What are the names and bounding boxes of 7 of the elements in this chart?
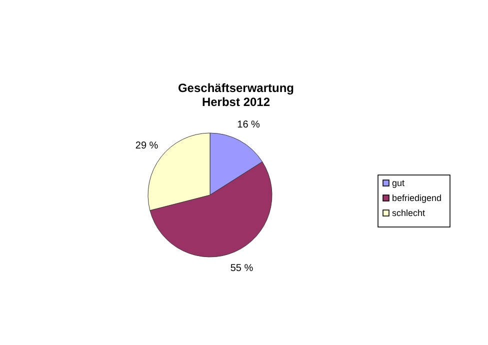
chart-title: Geschäftserwartung Herbst 2012 — [178, 81, 294, 109]
legend-label: gut — [392, 178, 406, 188]
legend-label: schlecht — [392, 208, 426, 218]
data-label: 29 % — [135, 140, 158, 152]
data-label: 55 % — [230, 263, 254, 274]
data-label: 16 % — [237, 120, 260, 131]
legend-label: befriedigend — [392, 193, 442, 203]
